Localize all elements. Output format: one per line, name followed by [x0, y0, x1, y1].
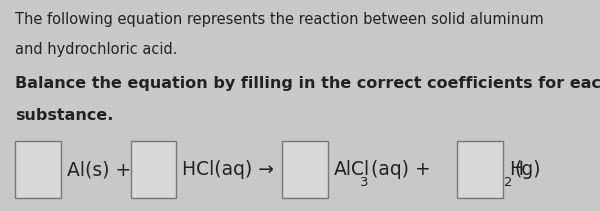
Text: (g): (g)	[515, 160, 541, 179]
Text: 2: 2	[504, 176, 512, 189]
FancyBboxPatch shape	[282, 141, 328, 198]
Text: substance.: substance.	[15, 108, 113, 123]
Text: Al(s) +: Al(s) +	[67, 160, 131, 179]
FancyBboxPatch shape	[15, 141, 61, 198]
Text: The following equation represents the reaction between solid aluminum: The following equation represents the re…	[15, 12, 544, 27]
FancyBboxPatch shape	[457, 141, 503, 198]
Text: 3: 3	[360, 176, 368, 189]
Text: AlCl: AlCl	[334, 160, 370, 179]
Text: (aq) +: (aq) +	[371, 160, 431, 179]
Text: and hydrochloric acid.: and hydrochloric acid.	[15, 42, 178, 57]
Text: Balance the equation by filling in the correct coefficients for each: Balance the equation by filling in the c…	[15, 76, 600, 91]
FancyBboxPatch shape	[131, 141, 176, 198]
Text: H: H	[509, 160, 523, 179]
Text: HCl(aq) →: HCl(aq) →	[182, 160, 274, 179]
